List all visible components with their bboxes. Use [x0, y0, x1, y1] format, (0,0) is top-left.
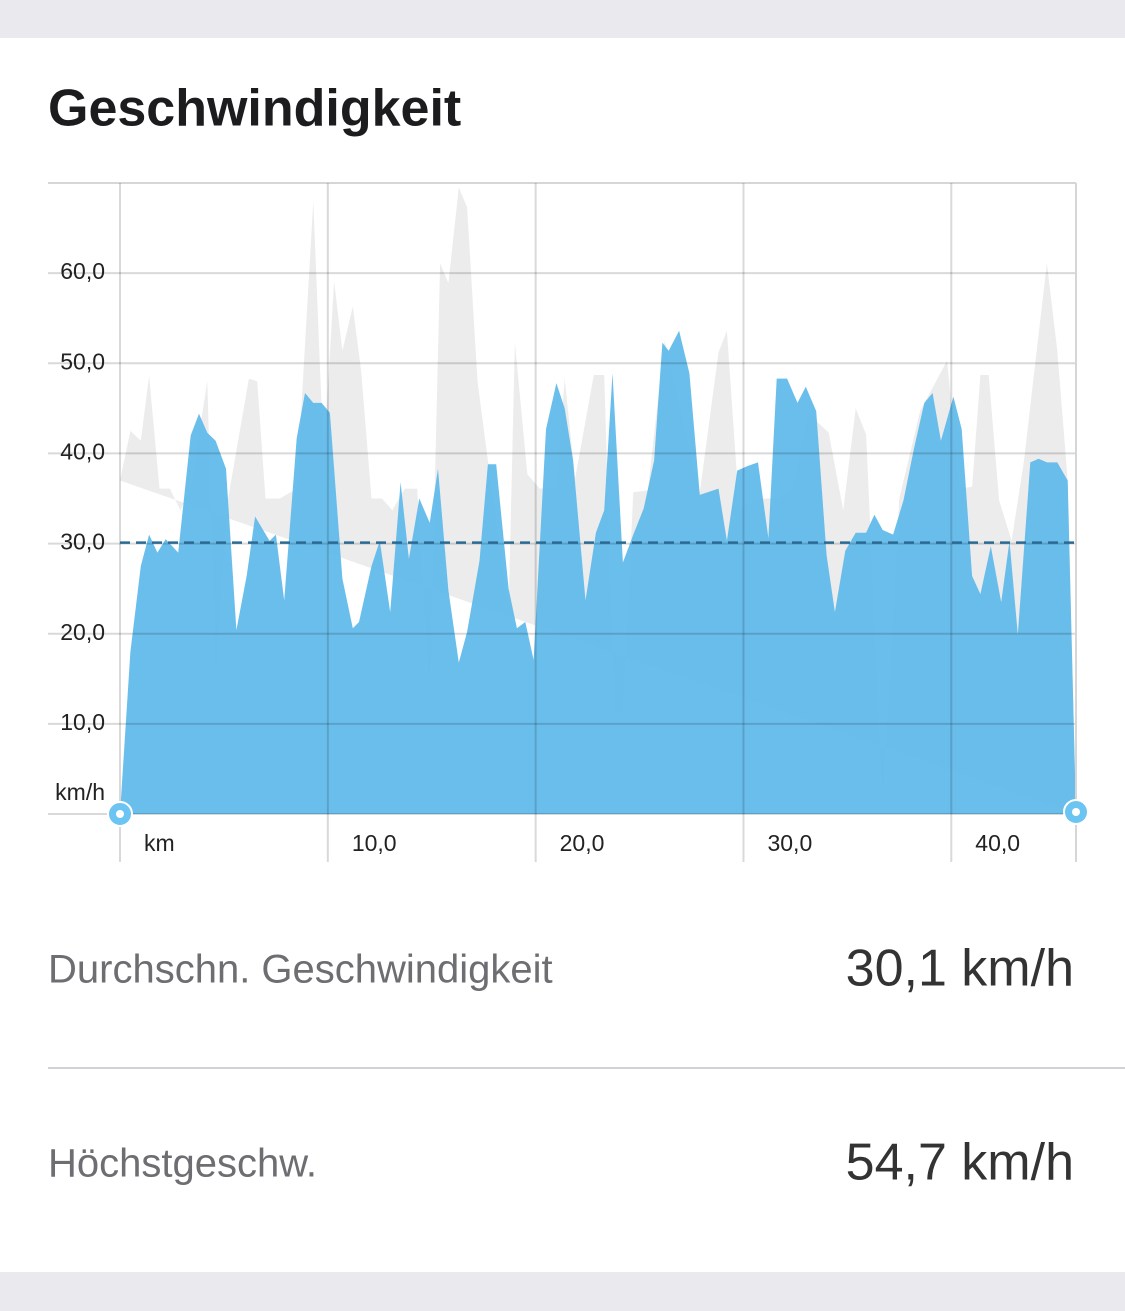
stat-label: Höchstgeschw. — [48, 1142, 317, 1186]
y-tick-label: 30,0 — [60, 529, 105, 555]
y-tick-label: 50,0 — [60, 348, 105, 374]
chart: km/h 10,0 20,0 30,0 40,0 50,0 60,0 km 10,0 20,0 30… — [48, 182, 1089, 862]
x-tick-label: 40,0 — [975, 830, 1020, 856]
y-tick-label: 10,0 — [60, 709, 105, 735]
y-tick-label: 60,0 — [60, 258, 105, 284]
x-tick-label: 10,0 — [352, 830, 397, 856]
top-band — [0, 0, 1125, 38]
handle-dot — [116, 810, 124, 818]
x-tick-label: km — [144, 830, 175, 856]
x-tick-label: 30,0 — [767, 830, 812, 856]
x-tick-label: 20,0 — [560, 830, 605, 856]
card-title: Geschwindigkeit — [48, 80, 461, 138]
range-handle — [1063, 799, 1089, 825]
stat-label: Durchschn. Geschwindigkeit — [48, 948, 553, 992]
handle-dot — [1072, 808, 1080, 816]
y-tick-label: 40,0 — [60, 439, 105, 465]
area — [120, 330, 1076, 814]
y-tick-label: km/h — [55, 779, 105, 805]
range-handle — [107, 801, 133, 827]
y-tick-label: 20,0 — [60, 619, 105, 645]
stat-value: 54,7 km/h — [846, 1134, 1074, 1192]
stat-value: 30,1 km/h — [846, 940, 1074, 998]
bottom-band — [0, 1272, 1125, 1311]
